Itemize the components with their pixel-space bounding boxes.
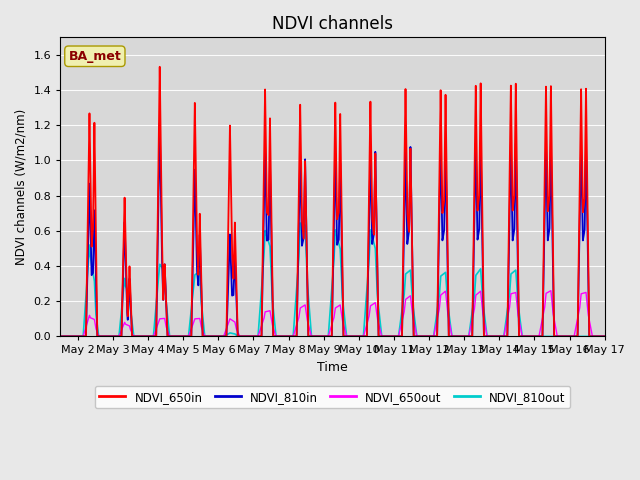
- NDVI_650in: [600, 334, 607, 339]
- NDVI_810out: [296, 220, 304, 226]
- NDVI_810in: [593, 334, 601, 339]
- NDVI_650in: [529, 334, 537, 339]
- Y-axis label: NDVI channels (W/m2/nm): NDVI channels (W/m2/nm): [15, 109, 28, 265]
- NDVI_810in: [529, 334, 537, 339]
- NDVI_650in: [593, 334, 601, 339]
- NDVI_650out: [529, 334, 537, 339]
- NDVI_650in: [301, 158, 309, 164]
- NDVI_810in: [600, 334, 607, 339]
- Text: BA_met: BA_met: [68, 50, 121, 63]
- NDVI_810out: [545, 334, 552, 339]
- NDVI_810out: [529, 334, 537, 339]
- NDVI_810out: [601, 334, 609, 339]
- NDVI_650out: [404, 295, 412, 300]
- NDVI_810out: [593, 334, 601, 339]
- NDVI_650in: [156, 64, 164, 70]
- NDVI_810in: [404, 238, 412, 243]
- Line: NDVI_810in: NDVI_810in: [60, 123, 605, 336]
- NDVI_810in: [156, 120, 164, 126]
- NDVI_650in: [404, 215, 412, 220]
- NDVI_650out: [601, 334, 609, 339]
- Line: NDVI_810out: NDVI_810out: [60, 223, 605, 336]
- NDVI_810out: [56, 334, 64, 339]
- NDVI_810in: [601, 334, 609, 339]
- Legend: NDVI_650in, NDVI_810in, NDVI_650out, NDVI_810out: NDVI_650in, NDVI_810in, NDVI_650out, NDV…: [95, 386, 570, 408]
- NDVI_650out: [600, 334, 607, 339]
- Title: NDVI channels: NDVI channels: [272, 15, 393, 33]
- NDVI_810in: [56, 334, 64, 339]
- Line: NDVI_650out: NDVI_650out: [60, 291, 605, 336]
- NDVI_810out: [404, 269, 412, 275]
- NDVI_650out: [545, 289, 552, 295]
- NDVI_810in: [545, 233, 552, 239]
- NDVI_650in: [545, 203, 552, 208]
- NDVI_650in: [56, 334, 64, 339]
- X-axis label: Time: Time: [317, 361, 348, 374]
- NDVI_810out: [301, 223, 309, 228]
- NDVI_810in: [301, 156, 309, 162]
- NDVI_650out: [593, 334, 601, 339]
- Line: NDVI_650in: NDVI_650in: [60, 67, 605, 336]
- NDVI_810out: [600, 334, 607, 339]
- NDVI_650out: [301, 302, 309, 308]
- NDVI_650out: [56, 334, 64, 339]
- NDVI_650out: [547, 288, 555, 294]
- NDVI_650in: [601, 334, 609, 339]
